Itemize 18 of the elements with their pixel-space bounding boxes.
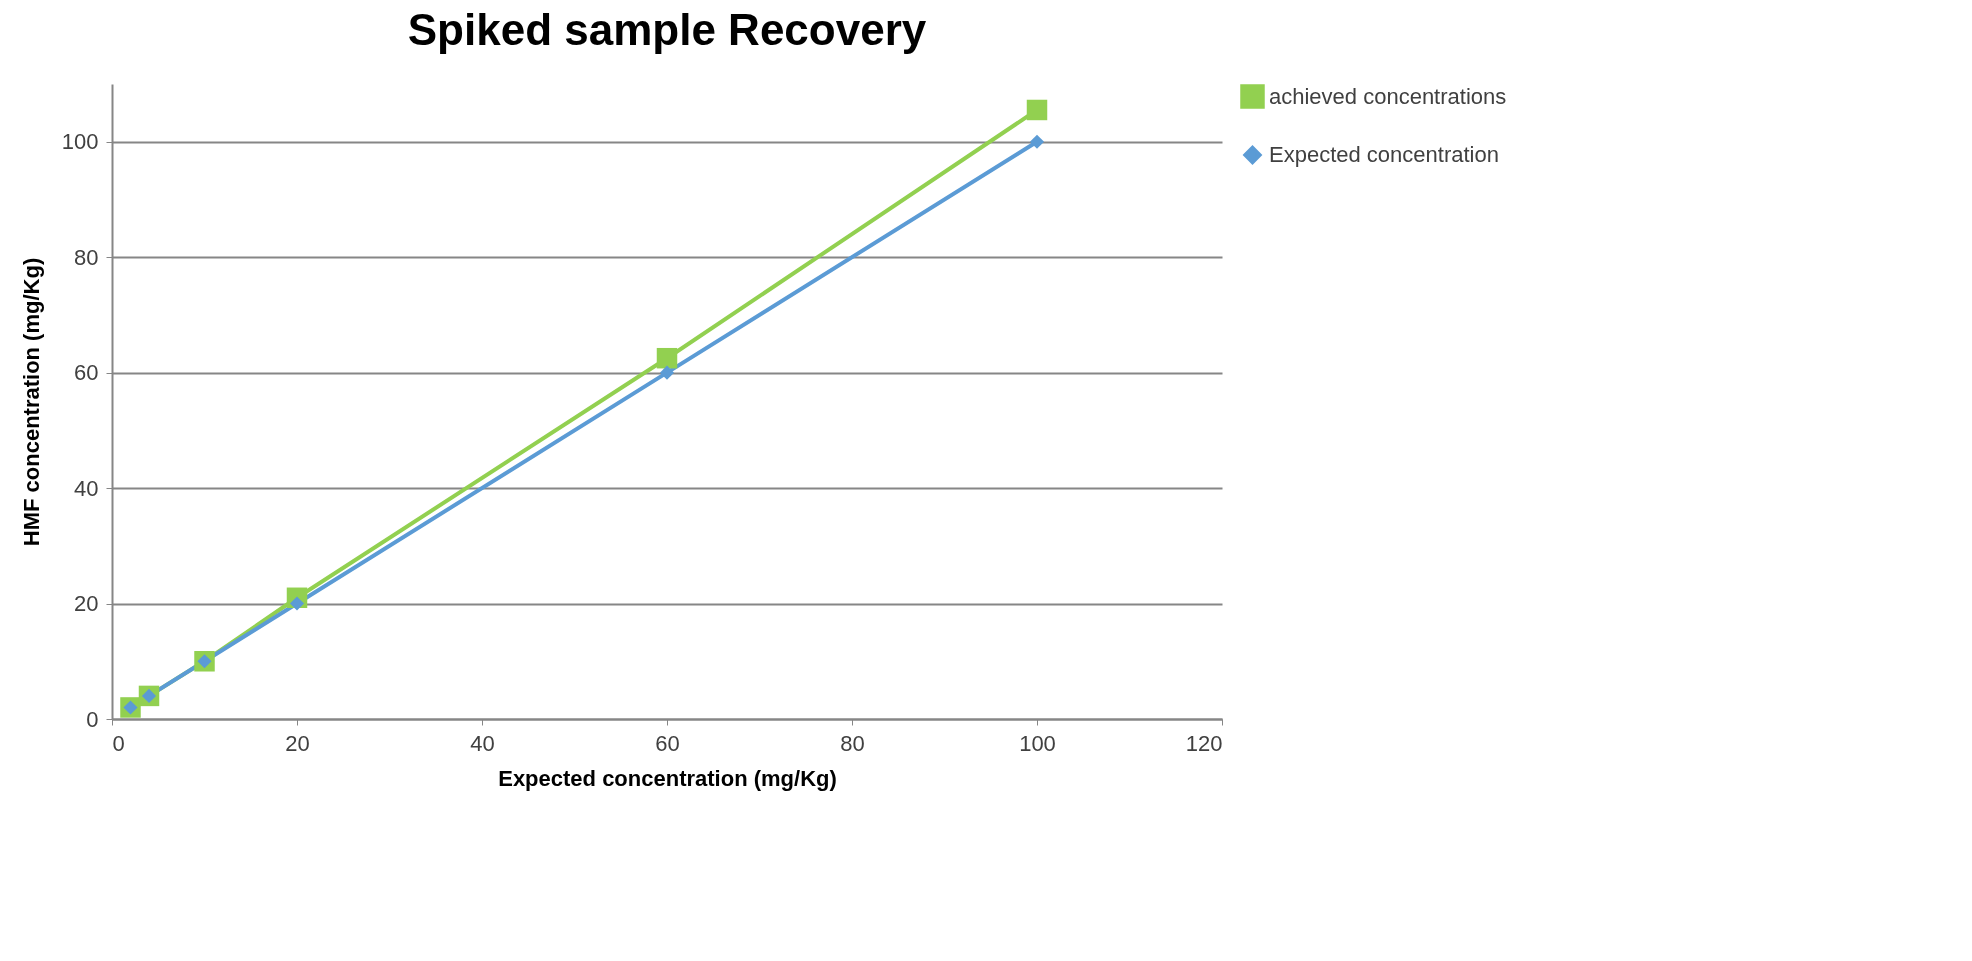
- chart-title: Spiked sample Recovery: [407, 5, 927, 54]
- legend-label: Expected concentration: [1269, 142, 1499, 167]
- y-tick-label: 100: [61, 129, 99, 155]
- x-tick-label: 40: [470, 730, 495, 756]
- y-axis-title: HMF concentration (mg/Kg): [18, 257, 44, 547]
- x-tick-label: 60: [655, 730, 680, 756]
- y-tick-label: 20: [74, 591, 99, 617]
- x-tick-label: 20: [285, 730, 310, 756]
- y-tick-label: 60: [74, 360, 99, 386]
- y-tick-label: 80: [74, 244, 99, 270]
- x-tick-label: 0: [112, 730, 125, 756]
- x-tick-label: 80: [840, 730, 865, 756]
- y-tick-label: 0: [86, 706, 99, 732]
- y-tick-label: 40: [74, 475, 99, 501]
- x-tick-label: 100: [1019, 730, 1056, 756]
- x-axis-title: Expected concentration (mg/Kg): [498, 765, 837, 791]
- x-tick-label: 120: [1185, 730, 1223, 756]
- legend-label: achieved concentrations: [1269, 83, 1507, 109]
